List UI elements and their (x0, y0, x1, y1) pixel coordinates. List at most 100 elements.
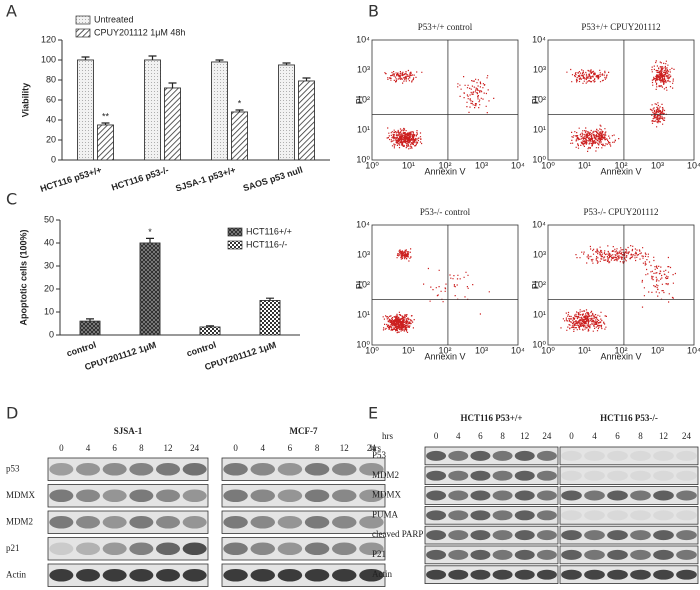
blot-band (182, 489, 207, 503)
blot-band (561, 530, 582, 541)
blot-band (277, 462, 303, 476)
blot-band (359, 542, 384, 556)
x-tick-label: 10³ (651, 160, 664, 170)
blot-band (304, 489, 330, 503)
error-bar (101, 122, 110, 125)
legend-swatch (75, 15, 91, 25)
y-tick-label: 40 (46, 114, 56, 124)
panel-label: C (6, 190, 17, 209)
blot-band (653, 569, 674, 580)
row-label: MDM2 (6, 516, 33, 526)
time-label: 8 (315, 443, 320, 453)
blot-band (676, 470, 697, 481)
blot-band (676, 510, 697, 521)
x-tick-label: SAOS p53 null (242, 165, 304, 194)
time-label: 6 (112, 443, 117, 453)
blot-band (332, 515, 357, 529)
legend-label: HCT116+/+ (246, 226, 292, 236)
blot-band (448, 450, 469, 461)
x-tick-label: 10³ (475, 345, 488, 355)
y-tick-label: 100 (41, 54, 56, 64)
x-tick-label: 10⁰ (365, 160, 379, 170)
blot-band (304, 462, 330, 476)
y-tick-label: 10⁴ (532, 219, 546, 229)
row-label: P53 (372, 450, 387, 460)
blot-band (653, 450, 674, 461)
time-label: 0 (233, 443, 238, 453)
y-tick-label: 10² (357, 94, 370, 104)
blot-band (332, 462, 357, 476)
blot-band (223, 542, 248, 556)
time-label: 24 (190, 443, 200, 453)
time-label: 8 (139, 443, 144, 453)
error-bar (206, 325, 214, 327)
blot-band (332, 489, 357, 503)
blot-band (653, 490, 674, 501)
y-axis-label: Apoptotic cells (100%) (18, 229, 28, 325)
blot-band (102, 462, 127, 476)
blot-band (470, 530, 491, 541)
y-tick-label: 10¹ (357, 309, 370, 319)
blot-band (653, 530, 674, 541)
time-label: 24 (367, 443, 377, 453)
blot-band (561, 569, 582, 580)
time-label: 8 (638, 431, 643, 441)
y-axis-label: PI (354, 96, 364, 105)
blot-band (653, 470, 674, 481)
time-unit: hrs (370, 443, 381, 453)
y-tick-label: 10⁰ (532, 339, 546, 349)
x-tick-label: 10¹ (578, 160, 591, 170)
y-tick-label: 10² (357, 279, 370, 289)
y-axis-label: PI (530, 96, 540, 105)
time-label: 12 (164, 443, 173, 453)
error-bar (148, 55, 157, 60)
legend-swatch (227, 227, 243, 237)
blot-band (129, 568, 154, 582)
error-bar (215, 59, 224, 62)
blot-band (359, 568, 384, 582)
row-label: P21 (372, 549, 386, 559)
blot-band (536, 490, 557, 501)
row-label: MDM2 (372, 470, 399, 480)
blot-band (332, 568, 357, 582)
blot-band (182, 515, 207, 529)
plot-frame (371, 39, 519, 161)
blot-band (76, 568, 100, 582)
blot-band (492, 490, 513, 501)
row-label: PUMA (372, 509, 399, 519)
bar-texture (231, 111, 248, 161)
blot-band (277, 542, 303, 556)
row-label: MDMX (6, 490, 36, 500)
blot-band (277, 515, 303, 529)
blot-band (359, 462, 384, 476)
blot-band (676, 490, 697, 501)
y-tick-label: 10⁰ (532, 154, 546, 164)
blot-band (630, 569, 651, 580)
blot-band (49, 568, 74, 582)
blot-band (426, 549, 447, 560)
legend-label: Untreated (94, 14, 134, 24)
x-tick-label: 10⁴ (511, 160, 525, 170)
y-tick-label: 10⁰ (356, 154, 370, 164)
y-tick-label: 0 (49, 329, 54, 339)
row-label: Actin (6, 569, 26, 579)
bar-texture (259, 300, 281, 336)
x-tick-label: 10⁴ (511, 345, 525, 355)
blot-band (630, 490, 651, 501)
blot-band (584, 510, 605, 521)
blot-band (630, 530, 651, 541)
blot-band (448, 530, 469, 541)
blot-band (76, 542, 100, 556)
blot-band (514, 490, 535, 501)
blot-band (470, 569, 491, 580)
plot-title: P53-/- CPUY201112 (583, 207, 658, 217)
blot-band (223, 515, 248, 529)
blot-band (561, 510, 582, 521)
blot-band (607, 510, 628, 521)
plot-frame (547, 224, 695, 346)
blot-band (156, 462, 180, 476)
blot-band (156, 542, 180, 556)
blot-band (304, 515, 330, 529)
bar-texture (278, 64, 295, 161)
time-label: 12 (520, 431, 529, 441)
